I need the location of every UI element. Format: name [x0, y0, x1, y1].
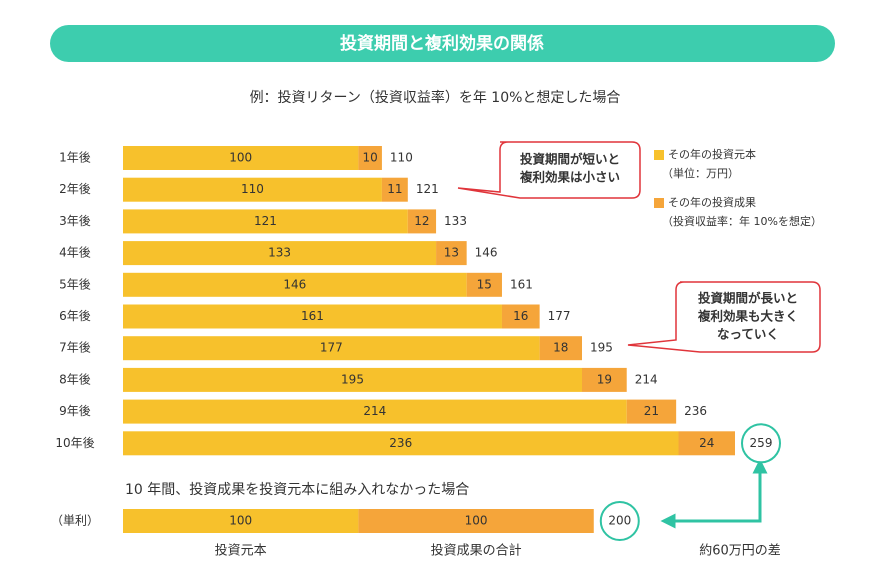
value-label: 19: [597, 372, 612, 386]
header-title: 投資期間と複利効果の関係: [340, 33, 544, 54]
total-circle: [741, 423, 781, 464]
category-label: 3年後: [59, 214, 91, 228]
legend-swatch: [654, 198, 664, 208]
value-label: 214: [363, 404, 386, 418]
bar-segment: [381, 177, 408, 202]
bar-segment: [123, 146, 359, 170]
legend-label: その年の投資元本: [668, 147, 756, 161]
bar-segment: [123, 336, 540, 361]
header-bar: [50, 25, 835, 62]
value-label: 100: [229, 151, 252, 165]
value-label: 146: [283, 277, 306, 291]
total-label: 177: [548, 309, 571, 323]
total-label: 146: [475, 246, 498, 260]
category-label: 6年後: [59, 309, 91, 323]
value-label: 100: [229, 514, 252, 528]
bar-segment: [123, 209, 408, 234]
bar-segment: [466, 272, 502, 297]
total-label: 259: [750, 436, 773, 450]
category-label: 7年後: [59, 341, 91, 355]
total-label: 110: [390, 151, 413, 165]
bar-segment: [582, 367, 627, 392]
category-label: 10年後: [55, 436, 94, 450]
category-label: 1年後: [59, 151, 91, 165]
bar-segment: [123, 304, 502, 329]
bar-segment: [123, 272, 467, 297]
category-label: 8年後: [59, 372, 91, 386]
value-label: 10: [363, 151, 378, 165]
value-label: 21: [644, 404, 659, 418]
value-label: 236: [389, 436, 412, 450]
category-label: 4年後: [59, 246, 91, 260]
callout-box: [627, 281, 821, 353]
difference-arrow: [660, 458, 768, 529]
value-label: 15: [477, 277, 492, 291]
value-label: 11: [387, 182, 402, 196]
difference-label: 約60万円の差: [699, 544, 781, 559]
category-label: 9年後: [59, 404, 91, 418]
value-label: 18: [553, 341, 568, 355]
bar-segment: [358, 146, 382, 170]
bar-segment: [123, 399, 627, 424]
value-label: 110: [241, 182, 264, 196]
callout-text: 複利効果は小さい: [519, 170, 620, 185]
total-label: 195: [590, 341, 613, 355]
legend-swatch: [654, 150, 664, 160]
callout-text: 投資期間が長いと: [698, 291, 798, 306]
bar-segment: [436, 241, 467, 266]
total-circle: [599, 501, 640, 541]
category-label: 5年後: [59, 277, 91, 291]
value-label: 16: [513, 309, 528, 323]
series-label: 投資元本: [215, 543, 267, 559]
bar-segment: [358, 509, 594, 533]
bar-segment: [123, 367, 582, 392]
section-title: 10 年間、投資成果を投資元本に組み入れなかった場合: [125, 482, 469, 498]
bar-segment: [501, 304, 540, 329]
total-label: 214: [635, 372, 658, 386]
value-label: 12: [414, 214, 429, 228]
callout-box: [457, 141, 641, 199]
callout-text: 複利効果も大きく: [697, 309, 798, 324]
value-label: 100: [465, 514, 488, 528]
bar-segment: [123, 431, 679, 456]
subtitle: 例：投資リターン（投資収益率）を年 10%と想定した場合: [250, 89, 621, 106]
bar-segment: [539, 336, 582, 361]
value-label: 121: [254, 214, 277, 228]
bar-segment: [678, 431, 735, 456]
category-label: 2年後: [59, 182, 91, 196]
callout-text: なっていく: [717, 327, 779, 342]
callout-text: 投資期間が短いと: [520, 152, 620, 167]
bar-segment: [626, 399, 677, 424]
value-label: 13: [444, 246, 459, 260]
bar-segment: [123, 177, 382, 202]
value-label: 133: [268, 246, 291, 260]
series-label: 投資成果の合計: [431, 543, 522, 559]
legend-label: その年の投資成果: [668, 195, 756, 209]
value-label: 195: [341, 372, 364, 386]
total-label: 200: [608, 514, 631, 528]
legend-note: （投資収益率：年 10%を想定）: [662, 214, 822, 228]
legend-note: （単位：万円）: [662, 166, 739, 180]
bar-segment: [123, 509, 359, 533]
value-label: 177: [320, 341, 343, 355]
category-label: （単利）: [51, 514, 99, 528]
value-label: 24: [699, 436, 714, 450]
bar-segment: [407, 209, 437, 234]
value-label: 161: [301, 309, 324, 323]
total-label: 236: [684, 404, 707, 418]
total-label: 121: [416, 182, 439, 196]
bar-segment: [123, 241, 437, 266]
total-label: 161: [510, 277, 533, 291]
total-label: 133: [444, 214, 467, 228]
